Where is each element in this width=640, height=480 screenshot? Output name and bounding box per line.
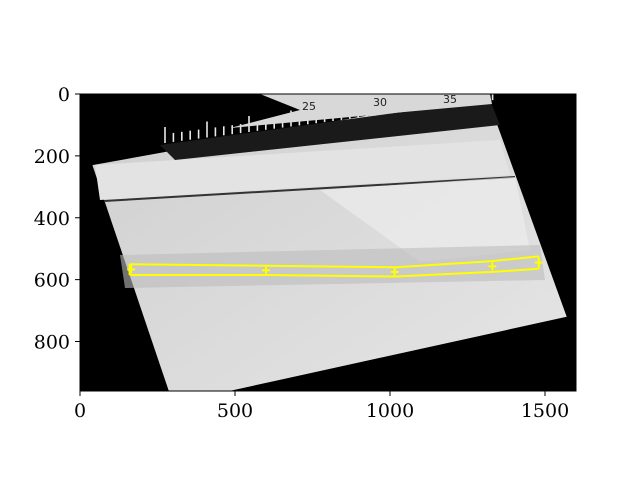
photo-image: 25 30 35 — [80, 93, 576, 391]
x-tick-label: 1000 — [366, 400, 414, 422]
crease-line — [103, 176, 516, 202]
ruler-lit-area — [230, 94, 492, 128]
y-tick-label: 0 — [58, 84, 70, 106]
overlay-marker — [390, 267, 399, 276]
x-tick-label: 1500 — [521, 400, 569, 422]
ruler-label: 30 — [373, 96, 387, 109]
axes: 0 500 1000 1500 0 200 400 600 800 — [34, 84, 577, 422]
x-tick-label: 0 — [74, 400, 86, 422]
bright-region — [320, 177, 530, 262]
overlay-marker — [488, 262, 497, 271]
y-tick-label: 600 — [34, 270, 70, 292]
overlay-marker — [262, 266, 270, 275]
y-tick-label: 200 — [34, 146, 70, 168]
x-tick-label: 500 — [217, 400, 253, 422]
overlay-lower-curve — [129, 267, 539, 278]
y-tick-label: 400 — [34, 208, 70, 230]
y-tick-label: 800 — [34, 332, 70, 354]
ruler-band — [160, 100, 500, 160]
upper-strip — [95, 140, 510, 200]
ruler-label: 25 — [302, 100, 316, 113]
ruler-label: 35 — [443, 93, 457, 106]
overlay-marker — [127, 265, 136, 274]
overlay-upper-curve — [129, 255, 539, 269]
overlay-marker — [534, 258, 543, 267]
axes-frame — [79, 93, 577, 392]
